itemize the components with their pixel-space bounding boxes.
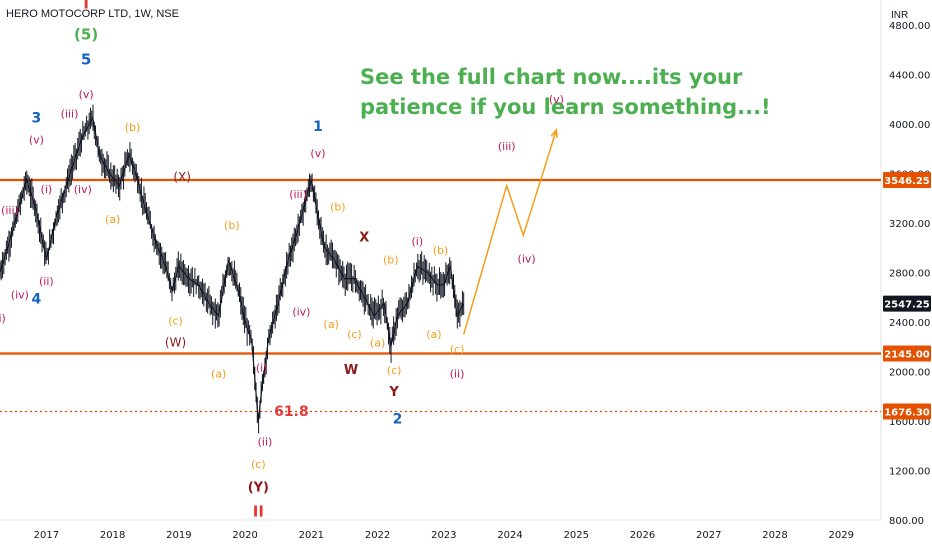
wave-label: (c) bbox=[168, 314, 183, 327]
currency-label: INR bbox=[891, 10, 909, 21]
y-tick-label: 2000.00 bbox=[889, 367, 930, 378]
x-tick-label: 2029 bbox=[829, 530, 854, 541]
wave-label: (a) bbox=[370, 337, 385, 350]
last-price-label: 2547.25 bbox=[884, 300, 930, 311]
wave-label: (iv) bbox=[11, 288, 29, 301]
wave-label: (v) bbox=[29, 134, 44, 147]
wave-label: (X) bbox=[173, 170, 191, 184]
level-price-label: 1676.30 bbox=[884, 408, 930, 419]
wave-label: (v) bbox=[79, 88, 94, 101]
wave-label: (iii) bbox=[61, 108, 79, 121]
wave-label: 61.8 bbox=[274, 404, 309, 420]
annotation-text-line: patience if you learn something...! bbox=[360, 95, 771, 119]
wave-label: (i) bbox=[256, 361, 268, 374]
wave-label: 2 bbox=[393, 411, 403, 427]
wave-label: (W) bbox=[165, 336, 186, 350]
x-tick-label: 2023 bbox=[431, 530, 456, 541]
x-tick-label: 2021 bbox=[299, 530, 324, 541]
wave-label: (c) bbox=[347, 328, 362, 341]
wave-label: (b) bbox=[330, 200, 346, 213]
wave-label: (c) bbox=[251, 458, 266, 471]
y-tick-label: 4800.00 bbox=[889, 21, 930, 32]
x-tick-label: 2022 bbox=[365, 530, 390, 541]
wave-label: II bbox=[253, 502, 264, 520]
wave-label: (v) bbox=[549, 93, 564, 106]
wave-label: (v) bbox=[310, 147, 325, 160]
wave-label: (ii) bbox=[39, 275, 54, 288]
level-price-tag bbox=[883, 403, 931, 420]
wave-label: (ii) bbox=[258, 436, 273, 449]
wave-label: (c) bbox=[450, 343, 465, 356]
wave-label: (c) bbox=[387, 364, 402, 377]
y-tick-label: 800.00 bbox=[889, 516, 924, 527]
projection-path bbox=[462, 129, 558, 335]
wave-label: (iii) bbox=[1, 204, 19, 217]
wave-label: (b) bbox=[433, 244, 449, 257]
wave-label: (i) bbox=[41, 183, 53, 196]
projection-arrowhead bbox=[550, 128, 558, 139]
wave-label: (b) bbox=[383, 254, 399, 267]
y-tick-label: 3200.00 bbox=[889, 219, 930, 230]
level-price-label: 2145.00 bbox=[884, 349, 930, 360]
wave-label: (Y) bbox=[248, 481, 269, 496]
wave-label: 4 bbox=[32, 291, 42, 307]
wave-label: Y bbox=[388, 385, 399, 400]
wave-label: (ii) bbox=[450, 368, 465, 381]
level-price-tag bbox=[883, 171, 931, 188]
y-tick-label: 1600.00 bbox=[889, 417, 930, 428]
wave-label: 3 bbox=[32, 111, 42, 127]
y-tick-label: 1200.00 bbox=[889, 466, 930, 477]
wave-label: W bbox=[344, 363, 358, 378]
x-tick-label: 2026 bbox=[630, 530, 655, 541]
wave-label: X bbox=[359, 230, 369, 245]
wave-label: 1 bbox=[313, 119, 323, 135]
chart-title: HERO MOTOCORP LTD, 1W, NSE bbox=[6, 8, 179, 20]
wave-label: (a) bbox=[105, 213, 120, 226]
x-tick-label: 2024 bbox=[497, 530, 522, 541]
annotation-text-line: See the full chart now....its your bbox=[360, 65, 743, 89]
x-tick-label: 2027 bbox=[696, 530, 721, 541]
wave-label: (a) bbox=[211, 368, 226, 381]
x-tick-label: 2025 bbox=[564, 530, 589, 541]
x-tick-label: 2019 bbox=[166, 530, 191, 541]
y-tick-label: 4000.00 bbox=[889, 120, 930, 131]
wave-label: (i) bbox=[0, 312, 6, 325]
y-tick-label: 4400.00 bbox=[889, 70, 930, 81]
wave-label: (iv) bbox=[74, 183, 92, 196]
wave-label: (5) bbox=[74, 26, 98, 44]
y-tick-label: 2800.00 bbox=[889, 268, 930, 279]
wave-label: (i) bbox=[411, 235, 423, 248]
x-tick-label: 2017 bbox=[34, 530, 59, 541]
wave-label: (iv) bbox=[292, 306, 310, 319]
price-line bbox=[0, 115, 465, 422]
wave-label: 5 bbox=[81, 50, 91, 68]
level-price-tag bbox=[883, 345, 931, 362]
wave-label: (a) bbox=[324, 318, 339, 331]
wave-label: (iii) bbox=[289, 188, 307, 201]
x-tick-label: 2018 bbox=[100, 530, 125, 541]
level-price-label: 3546.25 bbox=[884, 176, 930, 187]
wave-label: (a) bbox=[426, 328, 441, 341]
y-tick-label: 2400.00 bbox=[889, 318, 930, 329]
wave-label: (b) bbox=[224, 219, 240, 232]
wave-label: (b) bbox=[125, 121, 141, 134]
x-tick-label: 2020 bbox=[232, 530, 257, 541]
wave-label: (iii) bbox=[498, 140, 516, 153]
wave-label: I bbox=[83, 0, 89, 13]
last-price-tag bbox=[883, 295, 931, 312]
x-tick-label: 2028 bbox=[762, 530, 787, 541]
wave-label: (iv) bbox=[518, 252, 536, 265]
